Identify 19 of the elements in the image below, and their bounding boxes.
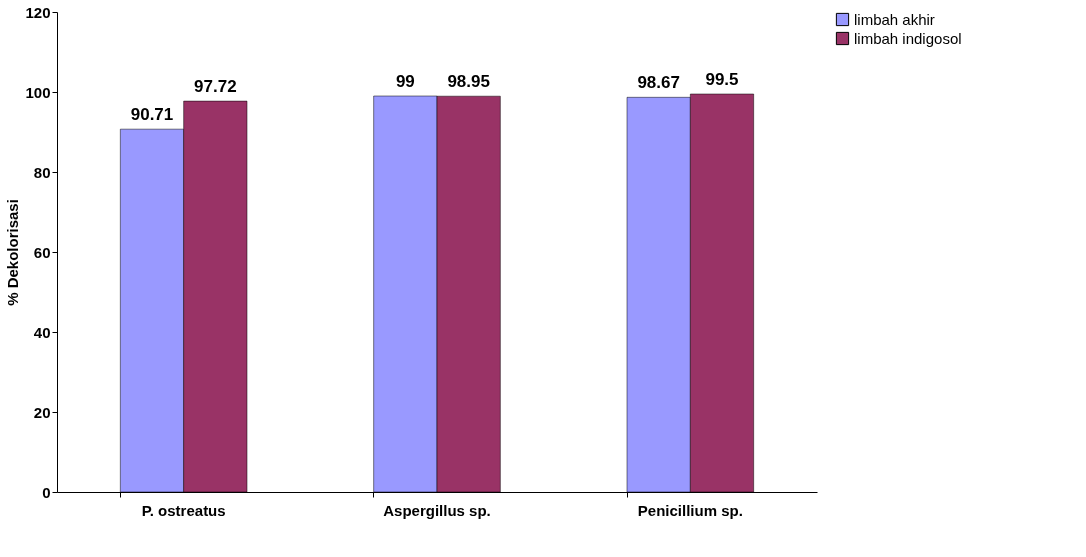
legend-label: limbah indigosol: [854, 29, 962, 47]
y-tick-label: 0: [42, 483, 51, 501]
x-tick-label: P. ostreatus: [141, 501, 226, 519]
x-tick-label: Aspergillus sp.: [383, 501, 491, 519]
y-tick-label: 120: [25, 3, 51, 21]
y-tick-label: 20: [33, 403, 51, 421]
data-label: 99: [395, 72, 415, 91]
y-tick-label: 40: [33, 323, 51, 341]
y-tick-label: 80: [33, 163, 51, 181]
data-label: 97.72: [194, 77, 237, 97]
data-label: 90.71: [130, 105, 174, 125]
y-tick-label: 60: [33, 243, 51, 261]
legend-label: limbah akhir: [854, 10, 935, 28]
data-label: 98.95: [447, 72, 490, 92]
data-label: 99.5: [705, 70, 739, 89]
y-axis-title: % Dekolorisasi: [4, 199, 22, 306]
y-tick-label: 100: [25, 83, 51, 101]
x-tick-label: Penicillium sp.: [637, 501, 743, 519]
data-label: 98.67: [637, 73, 680, 93]
